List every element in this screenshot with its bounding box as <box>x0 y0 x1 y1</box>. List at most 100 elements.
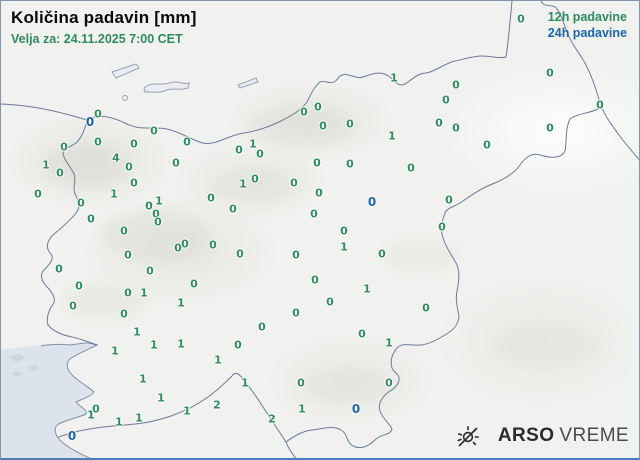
precip-value-12h: 0 <box>234 338 242 352</box>
precip-value-12h: 0 <box>174 241 182 255</box>
precip-value-12h: 0 <box>124 248 132 262</box>
border-croatia-east <box>285 107 601 458</box>
precip-value-12h: 0 <box>145 199 153 213</box>
precip-value-12h: 0 <box>546 121 554 135</box>
precip-value-12h: 0 <box>292 306 300 320</box>
precip-value-12h: 0 <box>229 202 237 216</box>
precip-value-12h: 0 <box>290 176 298 190</box>
precip-value-12h: 1 <box>340 240 348 254</box>
precip-value-12h: 0 <box>358 327 366 341</box>
precip-value-12h: 1 <box>133 325 141 339</box>
precip-value-12h: 0 <box>190 277 198 291</box>
brand-arso: ARSO <box>497 425 555 446</box>
page-title: Količina padavin [mm] <box>11 8 197 27</box>
precip-value-12h: 1 <box>87 408 95 422</box>
precip-value-12h: 0 <box>300 105 308 119</box>
terrain-shading <box>41 106 604 404</box>
border-italy-austria <box>1 103 88 121</box>
legend: 12h padavine 24h padavine <box>548 10 627 41</box>
precip-value-12h: 0 <box>92 402 100 416</box>
precip-value-12h: 1 <box>157 391 165 405</box>
precip-value-12h: 1 <box>177 296 185 310</box>
precip-value-12h: 0 <box>452 121 460 135</box>
precip-value-24h: 0 <box>85 115 95 129</box>
precip-value-12h: 1 <box>139 372 147 386</box>
precip-value-24h: 0 <box>351 402 361 416</box>
sea-adriatic <box>1 342 97 458</box>
coastline <box>40 342 99 458</box>
precip-value-12h: 0 <box>326 295 334 309</box>
precip-value-12h: 4 <box>112 151 120 165</box>
precip-value-12h: 1 <box>363 282 371 296</box>
precip-value-12h: 0 <box>422 301 430 315</box>
precip-value-12h: 0 <box>517 12 525 26</box>
precip-value-12h: 0 <box>87 212 95 226</box>
precip-value-12h: 0 <box>407 161 415 175</box>
precip-value-12h: 1 <box>115 415 123 429</box>
precip-value-12h: 1 <box>177 337 185 351</box>
border-hungary <box>540 1 639 161</box>
precip-value-12h: 0 <box>120 307 128 321</box>
precip-value-12h: 0 <box>120 224 128 238</box>
precip-value-12h: 0 <box>546 66 554 80</box>
precip-value-12h: 0 <box>319 119 327 133</box>
border-italy-west <box>40 119 98 346</box>
precip-value-12h: 0 <box>34 187 42 201</box>
precip-value-12h: 0 <box>438 220 446 234</box>
precip-value-12h: 1 <box>183 404 191 418</box>
precip-value-12h: 1 <box>135 411 143 425</box>
precip-value-12h: 0 <box>251 172 259 186</box>
precip-value-12h: 1 <box>298 402 306 416</box>
precip-value-12h: 0 <box>56 166 64 180</box>
precip-value-12h: 1 <box>388 129 396 143</box>
border-croatia-south <box>58 372 287 443</box>
precip-value-12h: 0 <box>297 376 305 390</box>
precip-value-12h: 1 <box>249 137 257 151</box>
precip-value-12h: 1 <box>390 71 398 85</box>
precip-value-12h: 0 <box>94 107 102 121</box>
precip-value-12h: 1 <box>385 336 393 350</box>
precip-value-12h: 1 <box>155 194 163 208</box>
precip-value-12h: 1 <box>140 286 148 300</box>
precip-value-12h: 0 <box>55 262 63 276</box>
precip-value-12h: 0 <box>152 207 160 221</box>
precip-value-12h: 0 <box>483 138 491 152</box>
precip-value-12h: 0 <box>124 286 132 300</box>
precip-value-12h: 0 <box>596 98 604 112</box>
border-austria <box>86 1 513 145</box>
precip-value-12h: 1 <box>241 376 249 390</box>
lakes <box>111 63 259 101</box>
precip-value-12h: 0 <box>292 248 300 262</box>
precip-value-12h: 0 <box>346 157 354 171</box>
precip-value-12h: 0 <box>315 186 323 200</box>
precip-value-12h: 0 <box>130 176 138 190</box>
lake <box>237 77 259 89</box>
legend-12h-label: 12h padavine <box>547 10 627 24</box>
precip-value-12h: 1 <box>214 353 222 367</box>
branding: ARSO VREME <box>454 422 629 450</box>
precip-value-12h: 2 <box>268 412 276 426</box>
precip-value-12h: 0 <box>378 247 386 261</box>
precip-value-12h: 0 <box>385 376 393 390</box>
precip-value-12h: 2 <box>213 398 221 412</box>
precip-value-12h: 0 <box>256 147 264 161</box>
lagoon-islands <box>9 354 40 377</box>
precip-value-24h: 0 <box>367 195 377 209</box>
precip-value-12h: 0 <box>181 237 189 251</box>
precip-value-12h: 0 <box>150 124 158 138</box>
precip-value-12h: 0 <box>154 215 162 229</box>
precip-value-12h: 0 <box>146 264 154 278</box>
precip-value-24h: 0 <box>67 429 77 443</box>
precip-value-12h: 1 <box>110 187 118 201</box>
precip-value-12h: 0 <box>183 135 191 149</box>
precip-value-12h: 0 <box>172 156 180 170</box>
precip-value-12h: 0 <box>311 273 319 287</box>
map-header: Količina padavin [mm] Velja za: 24.11.20… <box>11 8 197 46</box>
precip-value-12h: 0 <box>314 100 322 114</box>
precip-value-12h: 0 <box>258 320 266 334</box>
precip-value-12h: 0 <box>94 135 102 149</box>
precip-value-12h: 0 <box>340 224 348 238</box>
precip-value-12h: 0 <box>313 156 321 170</box>
